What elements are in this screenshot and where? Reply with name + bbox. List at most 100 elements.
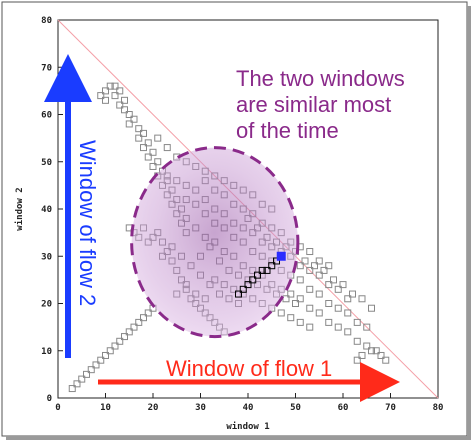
data-point xyxy=(358,351,366,359)
data-point xyxy=(334,323,342,331)
data-point xyxy=(235,290,242,298)
x-tick-label: 30 xyxy=(195,403,206,413)
data-point xyxy=(334,304,342,312)
data-point xyxy=(106,82,114,90)
data-point xyxy=(363,323,371,331)
data-point xyxy=(296,262,304,270)
data-point xyxy=(344,295,352,303)
data-point xyxy=(344,328,352,336)
data-point xyxy=(277,309,285,317)
data-point xyxy=(325,318,333,326)
data-point xyxy=(296,295,304,303)
data-point xyxy=(102,351,109,359)
data-point xyxy=(125,111,133,118)
data-point xyxy=(121,96,128,104)
flow2-label: Window of flow 2 xyxy=(75,140,100,306)
similarity-ellipse xyxy=(130,146,300,339)
data-point xyxy=(68,385,76,393)
data-point xyxy=(144,309,152,317)
data-point xyxy=(353,337,361,345)
y-tick-label: 10 xyxy=(41,347,52,357)
data-point xyxy=(325,262,333,270)
data-point xyxy=(149,148,157,156)
data-point xyxy=(73,380,81,388)
data-point xyxy=(106,347,114,355)
data-point xyxy=(315,271,323,279)
data-point xyxy=(140,129,147,137)
data-point xyxy=(306,323,314,331)
data-point xyxy=(254,271,261,279)
x-axis-label: window 1 xyxy=(226,421,269,432)
data-point xyxy=(116,87,124,95)
data-point xyxy=(344,309,352,317)
data-point xyxy=(296,318,304,326)
data-point xyxy=(311,262,318,270)
data-point xyxy=(78,375,86,383)
note-line-3: of the time xyxy=(236,118,339,143)
data-point xyxy=(154,134,162,142)
y-tick-label: 40 xyxy=(41,205,52,215)
data-point xyxy=(306,304,314,312)
data-point xyxy=(349,290,356,298)
flow1-label: Window of flow 1 xyxy=(166,356,332,381)
data-point xyxy=(325,300,333,307)
y-tick-label: 60 xyxy=(41,111,52,121)
data-point xyxy=(372,347,380,355)
y-tick-label: 20 xyxy=(41,300,52,310)
data-point xyxy=(135,134,143,142)
data-point xyxy=(102,87,109,95)
x-tick-label: 20 xyxy=(148,403,159,413)
data-point xyxy=(296,276,304,284)
data-point xyxy=(140,144,147,152)
highlight-points xyxy=(235,251,286,298)
data-point xyxy=(130,323,138,331)
data-point xyxy=(301,257,309,265)
data-point xyxy=(125,120,133,128)
y-tick-label: 0 xyxy=(47,394,52,404)
outer-shadow-bottom xyxy=(6,436,471,440)
data-point xyxy=(149,162,157,170)
data-point xyxy=(111,82,119,90)
data-point xyxy=(102,96,109,104)
x-tick-label: 50 xyxy=(290,403,301,413)
note-line-2: are similar most xyxy=(236,92,391,117)
data-point xyxy=(125,328,133,336)
data-point xyxy=(273,257,280,265)
data-point xyxy=(315,309,323,317)
note-line-1: The two windows xyxy=(236,66,405,91)
data-point xyxy=(263,266,271,274)
data-point xyxy=(325,281,333,289)
data-point xyxy=(87,366,95,374)
data-point xyxy=(368,347,375,355)
y-tick-label: 70 xyxy=(41,63,52,73)
data-point xyxy=(292,300,299,307)
data-point xyxy=(130,115,138,123)
data-point xyxy=(249,276,257,284)
x-tick-label: 80 xyxy=(433,403,444,413)
x-tick-label: 10 xyxy=(100,403,111,413)
data-point xyxy=(258,266,266,274)
data-point xyxy=(144,153,152,161)
axis-ticks: 0 10 20 30 40 50 60 70 80 0 10 20 30 40 50 60 70 80 xyxy=(41,16,443,413)
data-point xyxy=(92,361,100,369)
data-point xyxy=(353,318,361,326)
data-point xyxy=(287,314,295,322)
y-tick-label: 30 xyxy=(41,252,52,262)
x-tick-label: 60 xyxy=(338,403,349,413)
data-point xyxy=(276,251,286,261)
data-point xyxy=(368,304,375,312)
data-point xyxy=(330,276,337,284)
data-point xyxy=(363,342,371,350)
data-point xyxy=(116,337,124,345)
data-point xyxy=(111,92,119,100)
data-point xyxy=(97,92,105,100)
data-point xyxy=(339,281,347,289)
data-point xyxy=(306,266,314,274)
data-point xyxy=(121,106,128,114)
y-axis-label: window 2 xyxy=(14,187,25,230)
data-point xyxy=(306,248,314,256)
x-tick-label: 40 xyxy=(243,403,254,413)
data-point xyxy=(121,333,128,341)
data-point xyxy=(287,290,295,298)
